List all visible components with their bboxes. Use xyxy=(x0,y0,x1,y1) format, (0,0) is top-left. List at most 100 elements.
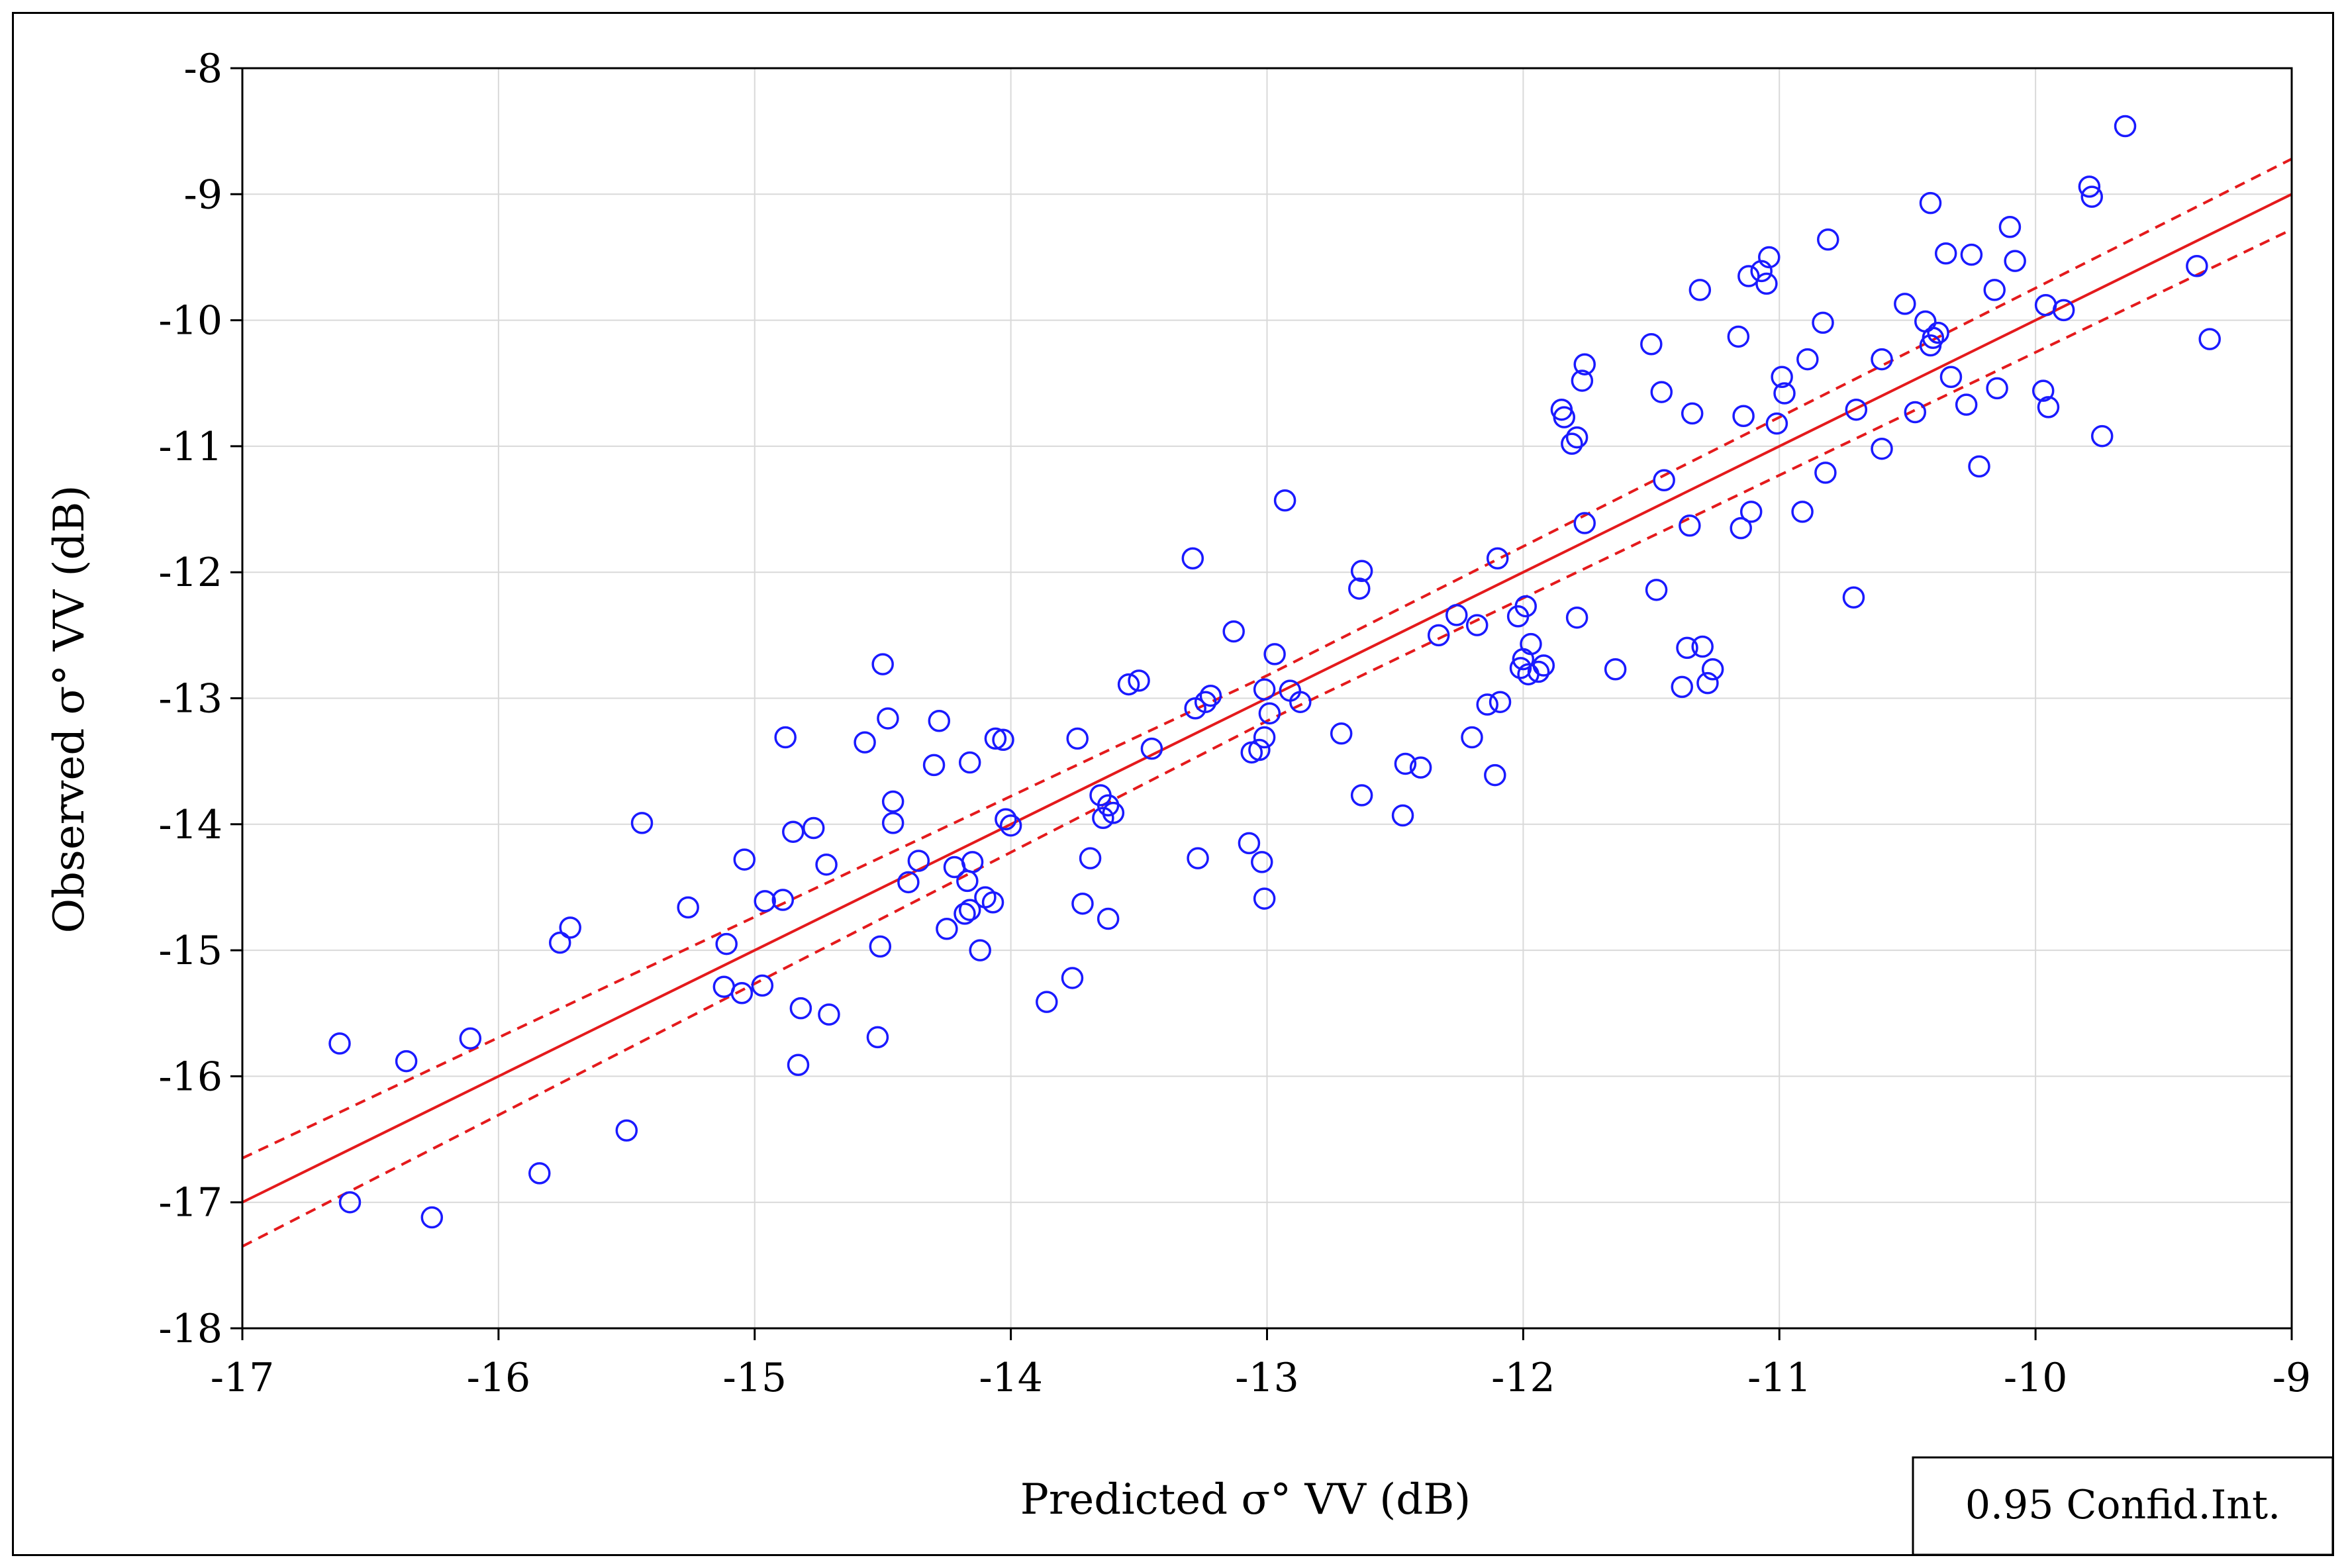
x-tick-label: -14 xyxy=(979,1355,1043,1401)
data-point xyxy=(1102,801,1125,824)
y-tick-label: -16 xyxy=(158,1054,222,1100)
data-point xyxy=(1939,366,1963,388)
data-point xyxy=(1079,847,1102,869)
data-point xyxy=(754,890,776,912)
data-point xyxy=(999,814,1022,837)
data-point xyxy=(1681,402,1704,425)
ci-upper-line xyxy=(242,158,2292,1159)
data-point xyxy=(2037,396,2060,418)
data-point xyxy=(1573,512,1596,534)
y-tick-label: -17 xyxy=(158,1180,222,1226)
data-point xyxy=(2186,255,2208,277)
data-point xyxy=(1750,260,1773,283)
x-tick-label: -17 xyxy=(211,1355,275,1401)
data-points xyxy=(328,115,2221,1229)
data-point xyxy=(907,850,930,872)
x-tick-label: -15 xyxy=(722,1355,787,1401)
legend-box: 0.95 Confid.Int. xyxy=(1912,1456,2334,1556)
data-point xyxy=(1427,624,1450,647)
data-point xyxy=(1653,469,1675,492)
data-point xyxy=(774,726,797,749)
data-point xyxy=(1701,658,1724,681)
data-point xyxy=(1532,654,1555,677)
data-point xyxy=(953,903,976,925)
data-point xyxy=(1445,604,1468,626)
data-point xyxy=(1604,658,1627,681)
data-point xyxy=(630,812,654,834)
data-point xyxy=(733,848,756,871)
x-tick-label: -10 xyxy=(2004,1355,2068,1401)
data-point xyxy=(1238,832,1261,855)
data-point xyxy=(2198,328,2221,350)
data-point xyxy=(1573,353,1596,375)
x-tick-label: -12 xyxy=(1491,1355,1555,1401)
data-point xyxy=(1253,678,1276,701)
y-tick-label: -14 xyxy=(158,802,222,848)
ci-lower-line xyxy=(242,228,2292,1248)
data-point xyxy=(1730,516,1752,540)
data-point xyxy=(881,812,904,834)
data-point xyxy=(338,1191,362,1214)
data-point xyxy=(2114,115,2137,138)
data-point xyxy=(881,790,904,813)
data-point xyxy=(2080,185,2103,208)
y-tick-label: -10 xyxy=(158,298,222,344)
y-tick-label: -13 xyxy=(158,676,222,722)
data-point xyxy=(395,1050,418,1073)
x-tick-label: -11 xyxy=(1747,1355,1812,1401)
data-point xyxy=(1565,606,1588,629)
grid xyxy=(242,68,2292,1329)
data-point xyxy=(1696,671,1719,695)
data-point xyxy=(1520,632,1542,656)
data-point xyxy=(1927,321,1949,344)
x-axis-title: Predicted σ° VV (dB) xyxy=(1020,1475,1471,1524)
data-point xyxy=(1845,398,1868,421)
data-point xyxy=(1066,727,1089,750)
data-point xyxy=(1688,279,1712,301)
data-point xyxy=(1484,763,1506,787)
data-point xyxy=(1773,382,1796,405)
data-point xyxy=(1691,635,1714,658)
data-point xyxy=(818,1003,840,1026)
data-point xyxy=(1394,752,1417,775)
data-point xyxy=(677,896,699,919)
data-point xyxy=(1253,726,1276,749)
data-point xyxy=(1476,693,1498,716)
data-point xyxy=(969,939,991,961)
data-point xyxy=(548,931,571,954)
x-tick-label: -13 xyxy=(1235,1355,1299,1401)
data-point xyxy=(1194,691,1217,713)
data-point xyxy=(1571,369,1594,392)
data-point xyxy=(789,997,812,1020)
data-point xyxy=(1465,614,1489,636)
data-point xyxy=(1871,348,1893,371)
y-tick-label: -8 xyxy=(184,46,222,92)
data-point xyxy=(928,710,951,732)
data-point xyxy=(1071,892,1094,915)
data-point xyxy=(1814,462,1837,484)
legend-text: 0.95 Confid.Int. xyxy=(1965,1482,2280,1528)
data-point xyxy=(459,1027,482,1050)
data-point xyxy=(815,853,838,876)
y-tick-label: -12 xyxy=(158,550,222,596)
y-tick-label: -11 xyxy=(158,424,222,470)
data-point xyxy=(771,889,795,911)
data-point xyxy=(1676,636,1698,660)
data-point xyxy=(1960,243,1983,266)
data-point xyxy=(1289,691,1312,713)
data-point xyxy=(981,891,1004,914)
data-point xyxy=(1348,577,1371,600)
data-point xyxy=(1187,847,1209,869)
plot-area-border xyxy=(241,67,2293,1330)
data-point xyxy=(1904,401,1927,424)
data-point xyxy=(1036,991,1058,1013)
data-point xyxy=(992,728,1014,752)
data-point xyxy=(871,653,894,675)
data-point xyxy=(984,727,1007,750)
data-point xyxy=(1258,702,1281,725)
data-point xyxy=(854,731,876,754)
data-point xyxy=(328,1032,351,1055)
data-point xyxy=(1727,325,1750,348)
data-point xyxy=(1140,737,1163,760)
data-point xyxy=(1248,738,1271,761)
